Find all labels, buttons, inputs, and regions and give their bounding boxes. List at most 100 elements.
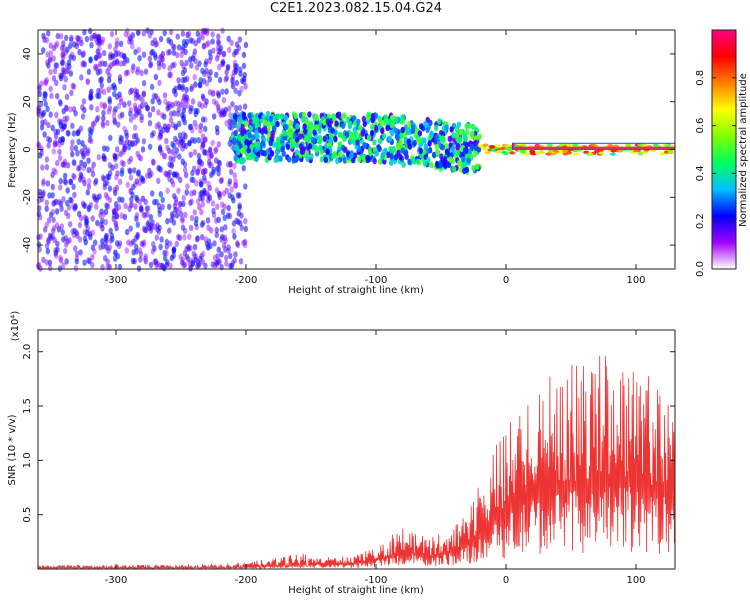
spectrogram-cell <box>220 88 225 95</box>
spectrogram-cell <box>93 65 98 72</box>
spectrogram-cell <box>162 113 167 120</box>
spectrogram-cell <box>132 167 137 174</box>
spectrogram-cell <box>216 47 221 55</box>
spectrogram-cell <box>82 161 88 168</box>
spectrogram-cell <box>113 189 118 197</box>
x-tick-label: -300 <box>105 575 128 586</box>
y-tick-label: 0 <box>22 146 33 152</box>
spectrogram-cell <box>64 104 69 112</box>
spectrogram-cell <box>221 242 227 249</box>
spectrogram-cell <box>112 90 117 98</box>
spectrogram-cell <box>288 131 294 139</box>
spectrogram-cell <box>124 247 129 254</box>
spectrogram-cell <box>199 144 205 151</box>
spectrogram-cell <box>201 42 207 50</box>
spectrogram-cell <box>330 127 335 134</box>
spectrogram-cell <box>208 69 213 76</box>
spectrogram-cell <box>393 154 399 161</box>
spectrogram-cell <box>101 109 106 117</box>
spectrogram-cell <box>419 123 424 130</box>
spectrogram-cell <box>149 131 155 139</box>
spectrogram-cell <box>58 99 63 106</box>
spectrogram-cell <box>659 152 666 156</box>
spectrogram-cell <box>66 212 71 220</box>
spectrogram-cell <box>60 136 65 143</box>
spectrogram-cell <box>202 177 208 184</box>
spectrogram-cell <box>41 109 47 117</box>
spectrogram-cell <box>417 130 423 137</box>
spectrogram-cell <box>128 110 133 117</box>
spectrogram-cell <box>178 211 184 218</box>
spectrogram-cell <box>230 260 235 267</box>
spectrogram-cell <box>193 256 198 264</box>
spectrogram-cell <box>477 133 482 140</box>
spectrogram-cell <box>113 46 118 53</box>
spectrogram-cell <box>222 234 228 241</box>
spectrogram-cell <box>211 89 216 96</box>
spectrogram-cell <box>73 110 78 117</box>
spectrogram-cell <box>444 124 449 131</box>
y-tick-label: 2.0 <box>22 344 33 360</box>
spectrogram-cell <box>207 57 212 65</box>
spectrogram-cell <box>36 261 42 269</box>
spectrogram-cell <box>377 158 383 165</box>
spectrogram-cell <box>90 244 96 251</box>
spectrogram-cell <box>44 205 49 212</box>
spectrogram-cell <box>462 132 467 140</box>
spectrogram-cell <box>295 154 300 162</box>
spectrogram-cell <box>425 126 430 134</box>
spectrogram-cell <box>365 154 370 162</box>
spectrogram-cell <box>192 209 197 216</box>
spectrogram-cell <box>107 185 113 192</box>
spectrogram-cell <box>52 224 57 232</box>
spectrogram-cell <box>298 143 304 150</box>
spectrogram-cell <box>372 157 377 165</box>
spectrogram-cell <box>184 59 189 67</box>
spectrogram-cell <box>565 143 572 147</box>
spectrogram-cell <box>157 98 162 106</box>
spectrogram-cell <box>96 154 102 161</box>
spectrogram-cell <box>663 143 670 147</box>
colorbar-ticks: 0.0 0.2 0.4 0.6 0.8 <box>695 70 736 277</box>
spectrogram-cell <box>124 129 129 136</box>
spectrogram-cell <box>135 69 140 76</box>
spectrogram-cell <box>174 212 180 219</box>
spectrogram-cell <box>71 54 77 62</box>
spectrogram-cell <box>356 118 361 126</box>
spectrogram-cell <box>331 152 336 159</box>
spectrogram-cell <box>148 261 154 269</box>
spectrogram-cell <box>153 41 159 48</box>
spectrogram-cell <box>167 103 172 111</box>
spectrogram-cell <box>231 220 237 227</box>
spectrogram-cell <box>59 205 64 212</box>
spectrogram-cell <box>197 204 202 211</box>
spectrogram-cell <box>494 144 501 148</box>
spectrogram-cell <box>94 203 99 210</box>
spectrogram-cell <box>66 204 72 211</box>
spectrogram-cell <box>168 71 173 79</box>
spectrogram-cell <box>234 104 239 112</box>
spectrogram-cell <box>90 125 95 132</box>
spectrogram-cell <box>75 150 80 157</box>
spectrogram-cell <box>72 173 77 181</box>
spectrogram-cell <box>192 73 197 81</box>
spectrogram-cell <box>437 118 442 125</box>
spectrogram-cell <box>101 211 106 218</box>
spectrogram-cell <box>125 181 130 188</box>
spectrogram-cell <box>115 146 120 153</box>
spectrogram-cell <box>407 158 412 165</box>
spectrogram-cell <box>207 159 212 166</box>
snr-y-exponent-label: (x10⁴) <box>10 311 21 342</box>
spectrogram-cell <box>55 128 61 135</box>
spectrogram-cell <box>112 186 118 194</box>
spectrogram-cell <box>137 55 142 62</box>
spectrogram-cell <box>54 198 59 205</box>
spectrogram-cell <box>87 204 92 211</box>
spectrogram-cell <box>236 210 241 217</box>
spectrogram-cell <box>79 148 84 155</box>
spectrogram-cell <box>484 151 491 155</box>
spectrogram-cell <box>174 123 179 130</box>
spectrogram-cell <box>70 82 76 90</box>
spectrogram-cell <box>188 151 193 158</box>
spectrogram-cell <box>143 68 149 75</box>
